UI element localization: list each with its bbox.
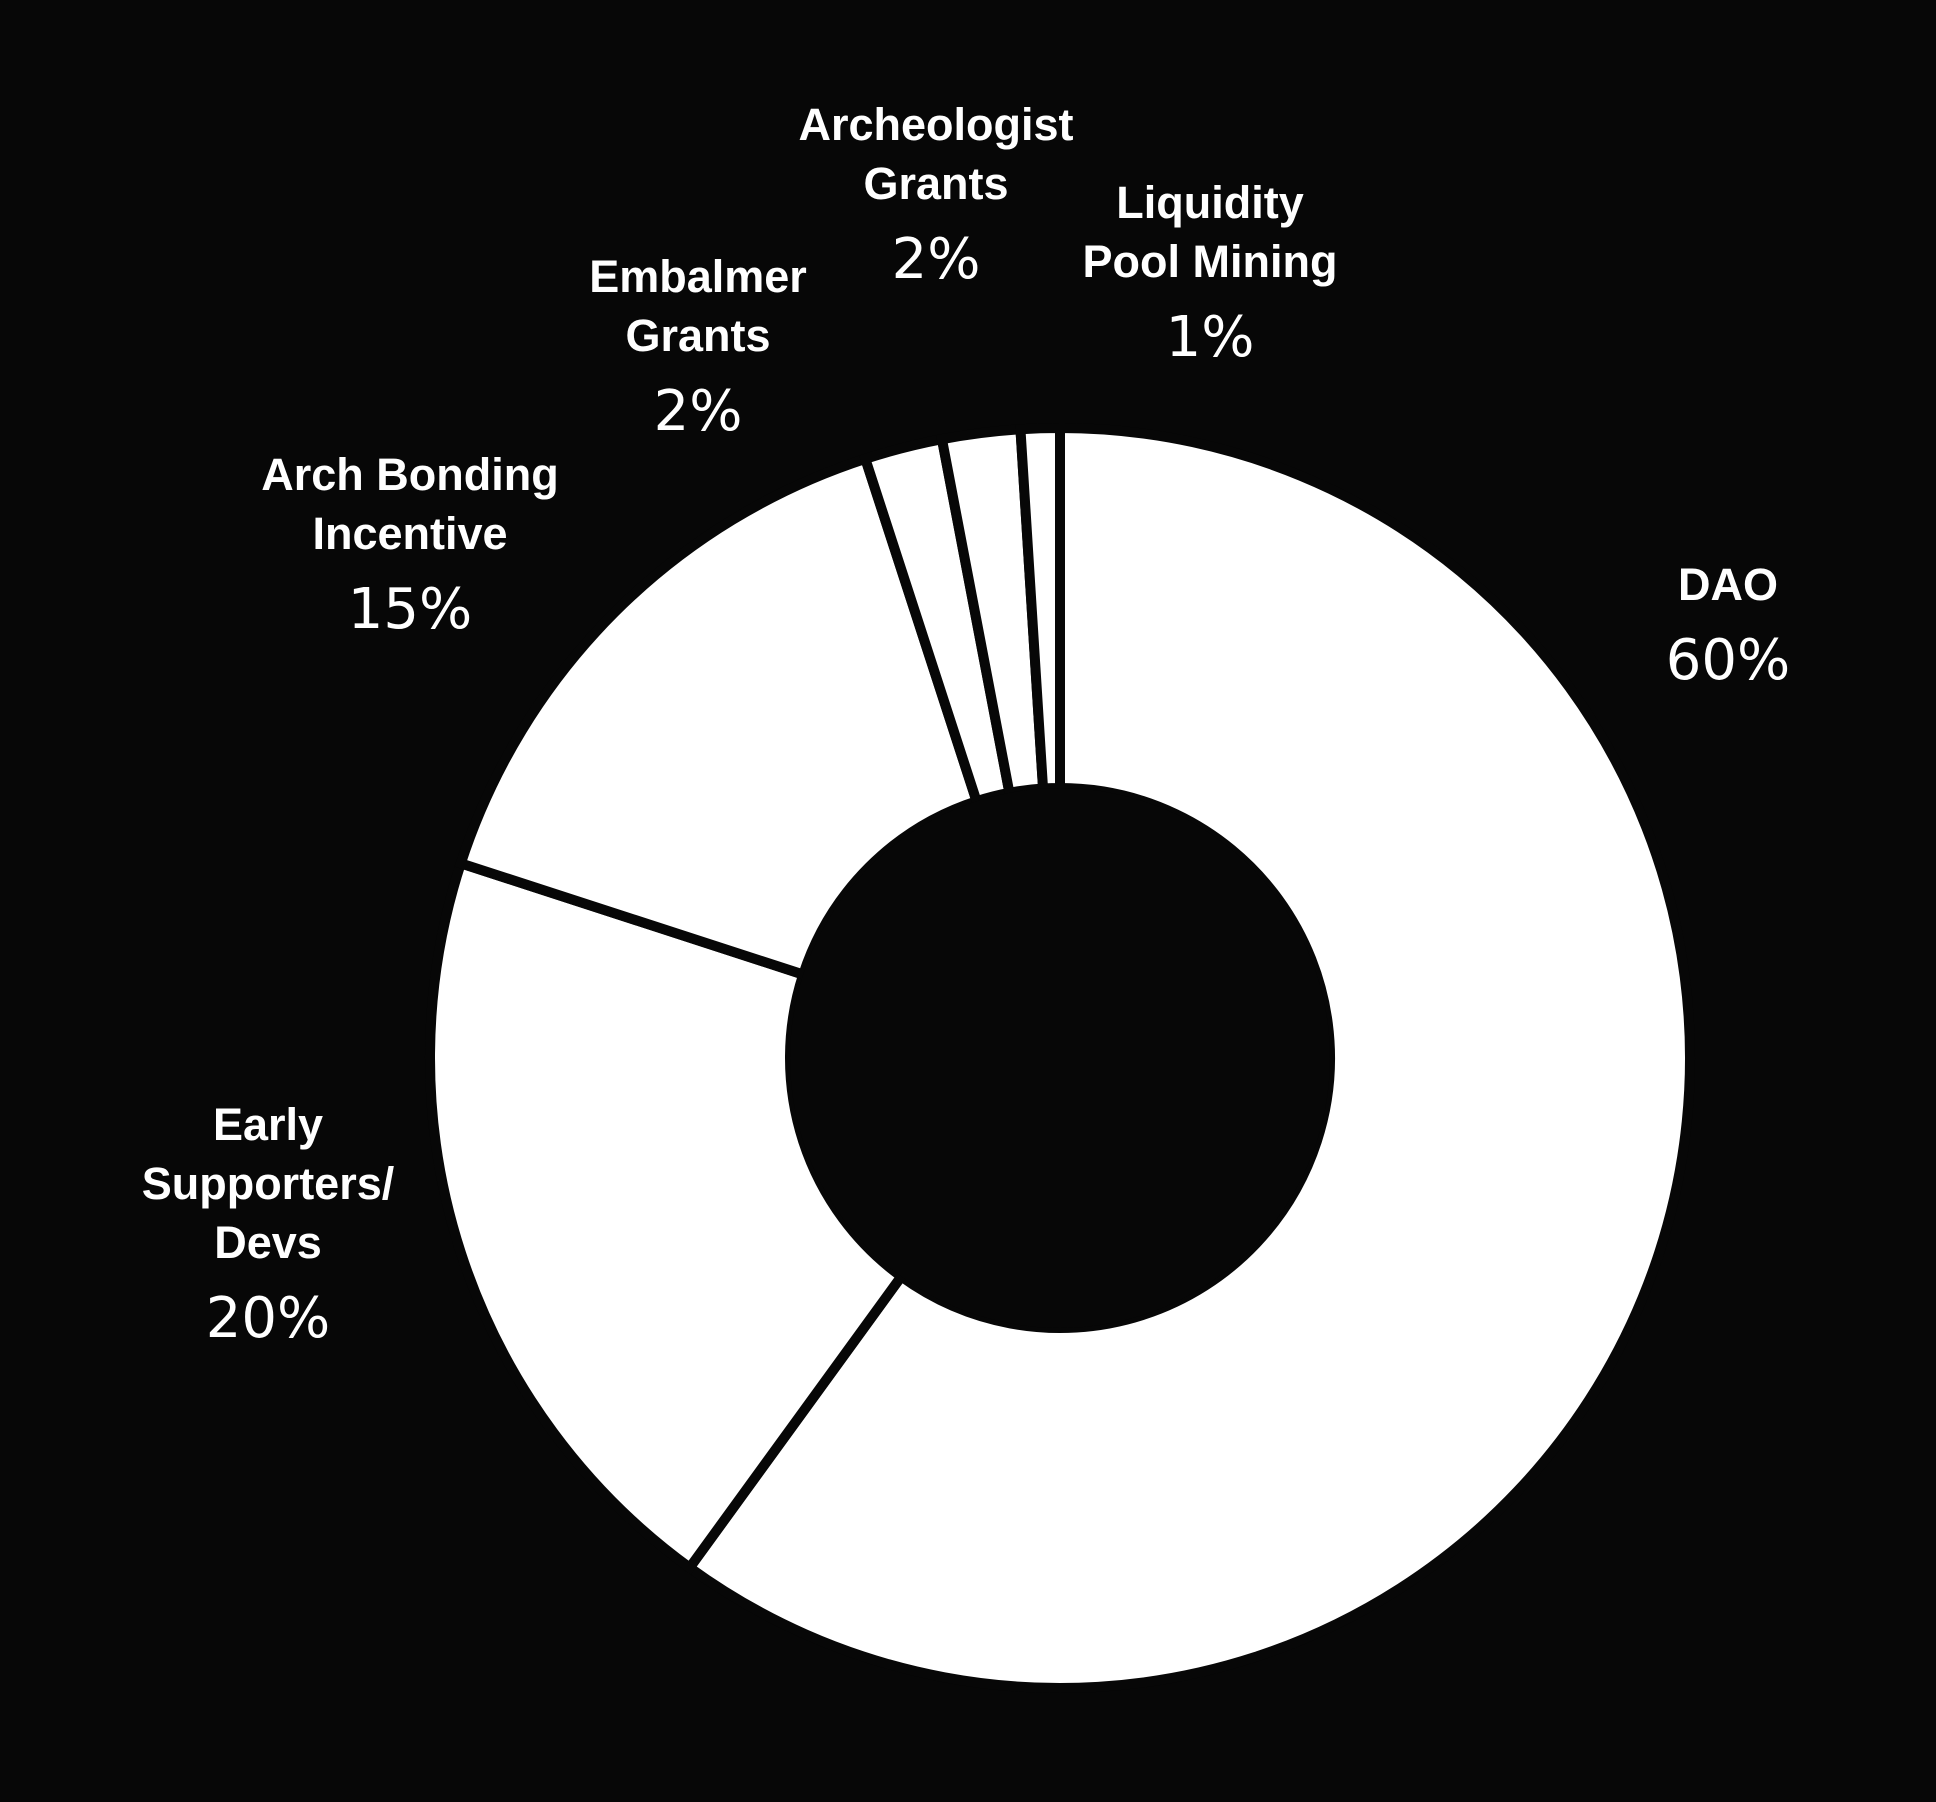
slice-value-label: 2% [892, 227, 981, 292]
label-arch-bonding-incentive: Arch Bonding Incentive 15% [261, 449, 558, 642]
label-dao: DAO 60% [1666, 559, 1790, 693]
slice-label-line: Grants [863, 158, 1008, 209]
chart-labels: DAO 60% Early Supporters/Devs 20% Arch Bondin… [142, 99, 1791, 1351]
slice-value-label: 20% [206, 1286, 330, 1351]
slice-label-line: Grants [625, 310, 770, 361]
label-embalmer-grants: Embalmer Grants 2% [589, 251, 807, 444]
label-liquidity-pool-mining: Liquidity Pool Mining 1% [1083, 177, 1338, 370]
slice-label-line: Liquidity [1116, 177, 1303, 228]
slice-label-line: Arch Bonding [261, 449, 558, 500]
slice-label-line: Incentive [312, 508, 507, 559]
slice-label-line: Archeologist [798, 99, 1073, 150]
donut-hole [790, 788, 1330, 1328]
slice-value-label: 15% [348, 577, 472, 642]
slice-value-label: 60% [1666, 628, 1790, 693]
slice-label-line: Embalmer [589, 251, 807, 302]
slice-label-line: Early [213, 1099, 323, 1150]
chart-slices [425, 422, 1695, 1693]
label-early-supporters-devs: Early Supporters/Devs 20% [142, 1099, 395, 1351]
slice-value-label: 2% [654, 379, 743, 444]
slice-label-line: DAO [1678, 559, 1778, 610]
slice-label-line: Devs [214, 1217, 322, 1268]
slice-value-label: 1% [1166, 305, 1255, 370]
slice-label-line: Pool Mining [1083, 236, 1338, 287]
label-archeologist-grants: Archeologist Grants 2% [798, 99, 1073, 292]
slice-label-line: Supporters/ [142, 1158, 395, 1209]
